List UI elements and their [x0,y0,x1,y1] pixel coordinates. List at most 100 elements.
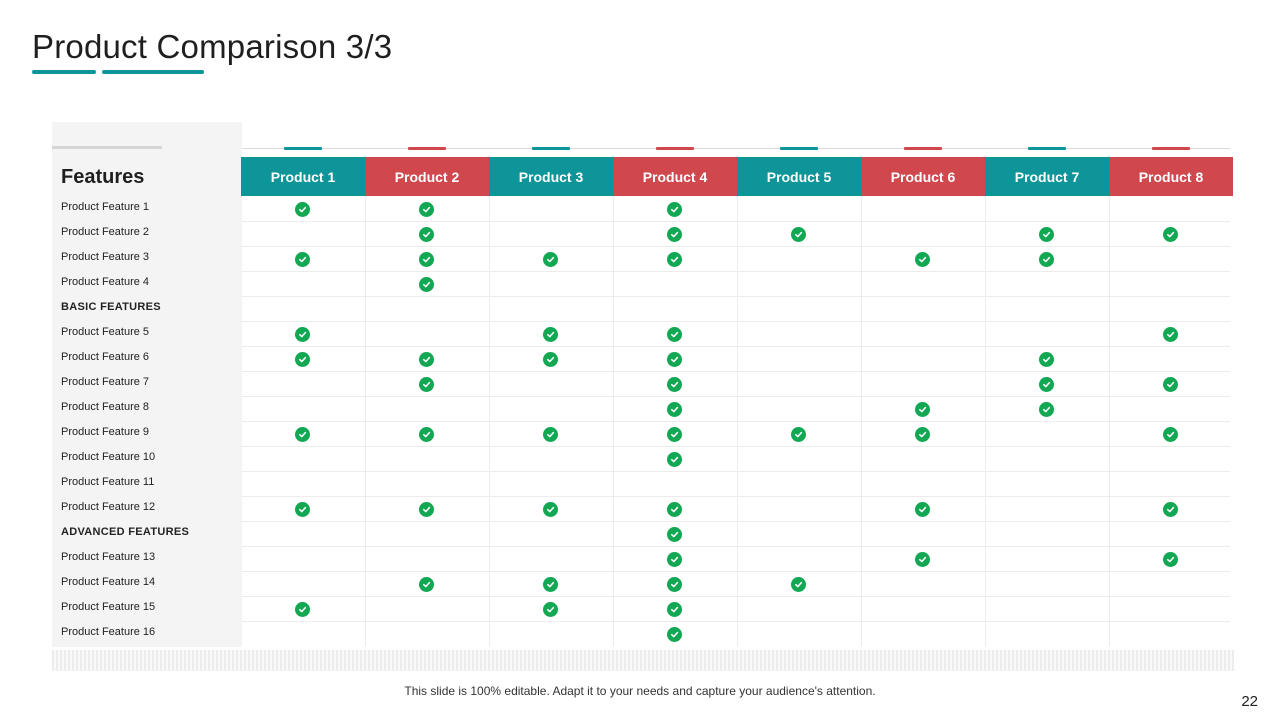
features-panel-accent [52,146,162,149]
product-tick-6 [904,147,942,150]
feature-label: Product Feature 1 [61,201,150,213]
check-icon [419,352,434,367]
check-icon [667,552,682,567]
check-icon [295,602,310,617]
product-tick-8 [1152,147,1190,150]
row-divider [242,571,1230,572]
check-icon [419,277,434,292]
check-icon [667,602,682,617]
check-icon [791,227,806,242]
row-divider [242,271,1230,272]
feature-label: Product Feature 10 [61,451,156,463]
product-header-1: Product 1 [241,157,365,196]
check-icon [295,202,310,217]
check-icon [915,402,930,417]
row-divider [242,621,1230,622]
row-divider [242,446,1230,447]
check-icon [419,427,434,442]
row-divider [242,371,1230,372]
feature-label: Product Feature 5 [61,326,150,338]
check-icon [915,427,930,442]
check-icon [667,227,682,242]
check-icon [667,502,682,517]
check-icon [915,252,930,267]
feature-label: Product Feature 4 [61,276,150,288]
product-tick-3 [532,147,570,150]
row-divider [242,471,1230,472]
product-header-3: Product 3 [489,157,613,196]
check-icon [1163,227,1178,242]
check-icon [295,327,310,342]
features-header: Features [61,166,145,188]
check-icon [667,427,682,442]
check-icon [791,427,806,442]
check-icon [543,427,558,442]
check-icon [295,502,310,517]
page-title: Product Comparison 3/3 [32,28,393,65]
feature-label: Product Feature 16 [61,626,156,638]
row-divider [242,296,1230,297]
feature-label: Product Feature 3 [61,251,150,263]
check-icon [1039,227,1054,242]
check-icon [1163,327,1178,342]
product-tick-7 [1028,147,1066,150]
check-icon [295,252,310,267]
feature-label: Product Feature 13 [61,551,156,563]
row-divider [242,596,1230,597]
check-icon [667,527,682,542]
title-underline-long [102,70,204,74]
check-icon [419,252,434,267]
check-icon [419,577,434,592]
section-label: BASIC FEATURES [61,301,161,313]
product-header-8: Product 8 [1109,157,1233,196]
row-divider [242,421,1230,422]
check-icon [419,202,434,217]
check-icon [295,352,310,367]
product-header-4: Product 4 [613,157,737,196]
check-icon [791,577,806,592]
features-panel [52,122,242,647]
feature-label: Product Feature 6 [61,351,150,363]
product-tick-1 [284,147,322,150]
bottom-strip [52,650,1234,671]
section-label: ADVANCED FEATURES [61,526,190,538]
feature-label: Product Feature 7 [61,376,150,388]
feature-label: Product Feature 11 [61,476,155,488]
product-header-6: Product 6 [861,157,985,196]
feature-label: Product Feature 9 [61,426,150,438]
check-icon [1039,402,1054,417]
check-icon [915,502,930,517]
check-icon [1163,552,1178,567]
check-icon [667,327,682,342]
feature-label: Product Feature 14 [61,576,156,588]
row-divider [242,346,1230,347]
row-divider [242,246,1230,247]
product-tick-4 [656,147,694,150]
row-divider [242,321,1230,322]
check-icon [543,502,558,517]
footer-note: This slide is 100% editable. Adapt it to… [404,684,876,698]
check-icon [667,627,682,642]
check-icon [667,577,682,592]
check-icon [419,227,434,242]
check-icon [667,352,682,367]
check-icon [1039,252,1054,267]
check-icon [543,327,558,342]
product-tick-5 [780,147,818,150]
feature-label: Product Feature 15 [61,601,156,613]
check-icon [1163,427,1178,442]
check-icon [667,252,682,267]
check-icon [543,252,558,267]
check-icon [543,352,558,367]
check-icon [543,602,558,617]
header-top-rule [242,148,1230,149]
check-icon [295,427,310,442]
feature-label: Product Feature 8 [61,401,150,413]
title-underline-short [32,70,96,74]
row-divider [242,221,1230,222]
product-header-7: Product 7 [985,157,1109,196]
page-number: 22 [1241,693,1258,710]
product-tick-2 [408,147,446,150]
check-icon [1163,377,1178,392]
check-icon [667,202,682,217]
